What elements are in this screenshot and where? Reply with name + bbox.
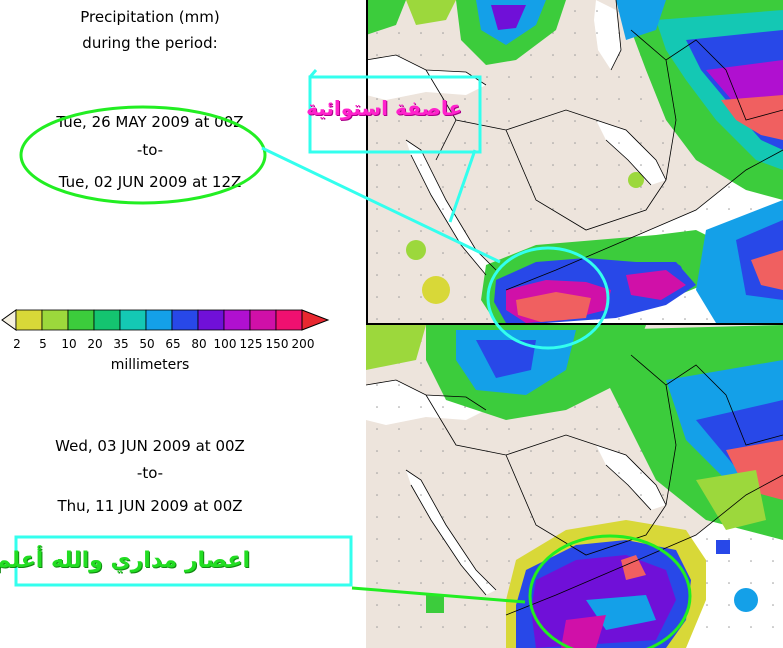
colorbar-swatch xyxy=(249,309,277,331)
colorbar xyxy=(1,309,330,331)
title-line-2: during the period: xyxy=(82,34,218,52)
colorbar-swatch xyxy=(171,309,199,331)
precip-north xyxy=(366,0,566,65)
colorbar-swatch xyxy=(223,309,251,331)
period2-separator: -to- xyxy=(136,464,164,482)
colorbar-over-arrow xyxy=(301,309,330,331)
colorbar-swatch xyxy=(119,309,147,331)
colorbar-under-arrow xyxy=(1,309,17,331)
period1-start: Tue, 26 MAY 2009 at 00Z xyxy=(56,113,244,131)
colorbar-tick-label: 20 xyxy=(87,337,103,351)
colorbar-tick-label: 50 xyxy=(139,337,155,351)
colorbar-tick-label: 200 xyxy=(291,337,315,351)
colorbar-tick-label: 5 xyxy=(39,337,47,351)
colorbar-swatch xyxy=(145,309,173,331)
colorbar-tick-label: 65 xyxy=(165,337,181,351)
colorbar-tick-label: 80 xyxy=(191,337,207,351)
colorbar-tick-label: 150 xyxy=(265,337,289,351)
stamp-top-corner xyxy=(308,69,318,78)
colorbar-swatch xyxy=(15,309,43,331)
period1-separator: -to- xyxy=(136,141,164,159)
period2-start: Wed, 03 JUN 2009 at 00Z xyxy=(55,437,245,455)
colorbar-swatch xyxy=(41,309,69,331)
map-top-panel xyxy=(366,0,783,323)
colorbar-tick-label: 100 xyxy=(213,337,237,351)
precip-east xyxy=(616,0,783,200)
colorbar-tick-label: 10 xyxy=(61,337,77,351)
stamp-bottom-text: اعصار مداري والله أعلم xyxy=(0,548,250,573)
colorbar-swatch xyxy=(275,309,303,331)
colorbar-swatch xyxy=(93,309,121,331)
colorbar-tick-label: 125 xyxy=(239,337,263,351)
colorbar-unit-label: millimeters xyxy=(110,357,190,373)
colorbar-swatch xyxy=(67,309,95,331)
precip-east xyxy=(596,325,783,540)
colorbar-tick-label: 35 xyxy=(113,337,129,351)
stamp-top-text: عاصفة استوائية xyxy=(306,96,462,120)
precip-arabian-east xyxy=(696,200,783,323)
colorbar-swatch xyxy=(197,309,225,331)
map-bottom-panel xyxy=(366,325,783,648)
colorbar-tick-label: 2 xyxy=(13,337,21,351)
title-line-1: Precipitation (mm) xyxy=(80,8,220,26)
period2-end: Thu, 11 JUN 2009 at 00Z xyxy=(57,497,243,515)
period1-end: Tue, 02 JUN 2009 at 12Z xyxy=(58,173,242,191)
